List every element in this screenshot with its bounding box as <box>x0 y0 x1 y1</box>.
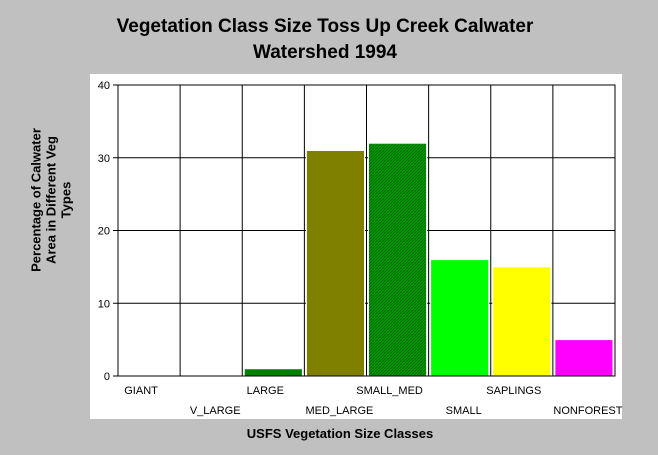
bar-med_large <box>305 149 365 377</box>
x-tick-label: SMALL <box>446 405 482 417</box>
chart-title: Vegetation Class Size Toss Up Creek Calw… <box>116 16 534 63</box>
y-tick-label: 40 <box>98 80 110 92</box>
bar-small_med <box>368 142 428 377</box>
axes: 0 10 20 30 40 GIANT V_LARGE LARGE MED_LARGE SMALL… <box>98 80 623 417</box>
y-tick-label: 30 <box>98 153 110 165</box>
x-tick-label: GIANT <box>124 385 158 397</box>
x-tick-label: SMALL_MED <box>356 385 423 397</box>
x-tick-label: V_LARGE <box>190 405 241 417</box>
x-tick-label: SAPLINGS <box>486 385 541 397</box>
x-tick-label: MED_LARGE <box>306 405 374 417</box>
bars <box>243 142 614 377</box>
bar-small <box>430 259 490 377</box>
bar-nonforest <box>554 339 614 377</box>
x-tick-label: NONFOREST <box>553 405 622 417</box>
y-tick-label: 0 <box>104 371 110 383</box>
x-tick-label: LARGE <box>247 385 284 397</box>
x-axis-label: USFS Vegetation Size Classes <box>246 426 434 441</box>
plot-border <box>117 84 616 377</box>
bar-large <box>243 368 303 377</box>
bar-saplings <box>492 266 552 377</box>
y-tick-label: 10 <box>98 298 110 310</box>
y-tick-label: 20 <box>98 226 110 238</box>
